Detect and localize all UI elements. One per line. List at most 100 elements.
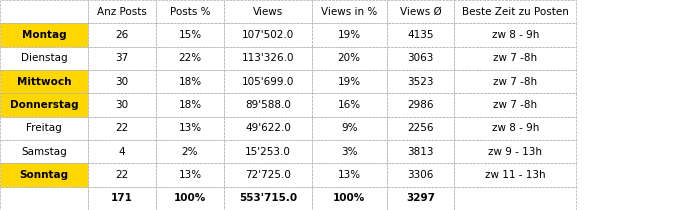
- Bar: [386, 117, 454, 140]
- Text: 2%: 2%: [182, 147, 198, 157]
- Text: Dienstag: Dienstag: [21, 53, 68, 63]
- Bar: [312, 117, 386, 140]
- Text: Beste Zeit zu Posten: Beste Zeit zu Posten: [462, 7, 569, 17]
- Bar: [0, 187, 88, 210]
- Text: 22: 22: [115, 170, 129, 180]
- Text: 2986: 2986: [407, 100, 434, 110]
- Text: 171: 171: [111, 193, 133, 203]
- Text: 16%: 16%: [338, 100, 361, 110]
- Text: 3813: 3813: [407, 147, 434, 157]
- Bar: [312, 23, 386, 47]
- Bar: [0, 70, 88, 93]
- Text: 3%: 3%: [341, 147, 357, 157]
- Text: 49'622.0: 49'622.0: [245, 123, 291, 133]
- Text: zw 7 -8h: zw 7 -8h: [494, 100, 538, 110]
- Bar: [454, 23, 576, 47]
- Bar: [156, 70, 224, 93]
- Text: Mittwoch: Mittwoch: [17, 77, 71, 87]
- Bar: [454, 187, 576, 210]
- Bar: [224, 0, 312, 23]
- Bar: [156, 140, 224, 163]
- Bar: [224, 47, 312, 70]
- Bar: [156, 163, 224, 187]
- Bar: [386, 93, 454, 117]
- Bar: [454, 163, 576, 187]
- Bar: [224, 70, 312, 93]
- Text: zw 7 -8h: zw 7 -8h: [494, 53, 538, 63]
- Text: 22%: 22%: [178, 53, 201, 63]
- Text: 100%: 100%: [333, 193, 365, 203]
- Text: Montag: Montag: [22, 30, 66, 40]
- Bar: [0, 93, 88, 117]
- Bar: [88, 163, 156, 187]
- Text: 18%: 18%: [178, 100, 201, 110]
- Bar: [454, 140, 576, 163]
- Bar: [386, 163, 454, 187]
- Bar: [156, 93, 224, 117]
- Bar: [386, 70, 454, 93]
- Text: Anz Posts: Anz Posts: [97, 7, 147, 17]
- Bar: [386, 0, 454, 23]
- Bar: [88, 23, 156, 47]
- Bar: [0, 117, 88, 140]
- Text: 4135: 4135: [407, 30, 434, 40]
- Text: 19%: 19%: [338, 77, 361, 87]
- Text: 3523: 3523: [407, 77, 434, 87]
- Text: Donnerstag: Donnerstag: [10, 100, 79, 110]
- Text: 3063: 3063: [407, 53, 434, 63]
- Bar: [88, 140, 156, 163]
- Bar: [224, 23, 312, 47]
- Bar: [312, 163, 386, 187]
- Bar: [312, 0, 386, 23]
- Bar: [386, 140, 454, 163]
- Bar: [156, 187, 224, 210]
- Text: Samstag: Samstag: [21, 147, 67, 157]
- Bar: [454, 0, 576, 23]
- Bar: [224, 93, 312, 117]
- Text: 22: 22: [115, 123, 129, 133]
- Text: 89'588.0: 89'588.0: [245, 100, 291, 110]
- Text: 30: 30: [116, 100, 129, 110]
- Text: 3297: 3297: [406, 193, 435, 203]
- Text: Freitag: Freitag: [26, 123, 62, 133]
- Bar: [88, 0, 156, 23]
- Bar: [88, 93, 156, 117]
- Bar: [224, 163, 312, 187]
- Text: 3306: 3306: [407, 170, 434, 180]
- Text: zw 7 -8h: zw 7 -8h: [494, 77, 538, 87]
- Bar: [312, 70, 386, 93]
- Text: 553'715.0: 553'715.0: [239, 193, 297, 203]
- Bar: [386, 187, 454, 210]
- Text: 113'326.0: 113'326.0: [241, 53, 294, 63]
- Bar: [224, 140, 312, 163]
- Text: 20%: 20%: [338, 53, 361, 63]
- Bar: [224, 117, 312, 140]
- Text: 9%: 9%: [341, 123, 357, 133]
- Bar: [156, 117, 224, 140]
- Text: 4: 4: [119, 147, 125, 157]
- Bar: [156, 0, 224, 23]
- Text: 30: 30: [116, 77, 129, 87]
- Bar: [0, 47, 88, 70]
- Bar: [454, 47, 576, 70]
- Text: 105'699.0: 105'699.0: [242, 77, 294, 87]
- Text: Views Ø: Views Ø: [399, 7, 441, 17]
- Bar: [88, 47, 156, 70]
- Text: 15'253.0: 15'253.0: [245, 147, 291, 157]
- Text: 13%: 13%: [338, 170, 361, 180]
- Bar: [0, 0, 88, 23]
- Bar: [156, 23, 224, 47]
- Bar: [224, 187, 312, 210]
- Text: 100%: 100%: [174, 193, 206, 203]
- Text: Views: Views: [253, 7, 283, 17]
- Bar: [88, 70, 156, 93]
- Text: 37: 37: [115, 53, 129, 63]
- Text: Posts %: Posts %: [170, 7, 210, 17]
- Bar: [0, 163, 88, 187]
- Text: 19%: 19%: [338, 30, 361, 40]
- Bar: [88, 117, 156, 140]
- Bar: [0, 140, 88, 163]
- Text: Sonntag: Sonntag: [20, 170, 68, 180]
- Text: 2256: 2256: [407, 123, 434, 133]
- Bar: [0, 23, 88, 47]
